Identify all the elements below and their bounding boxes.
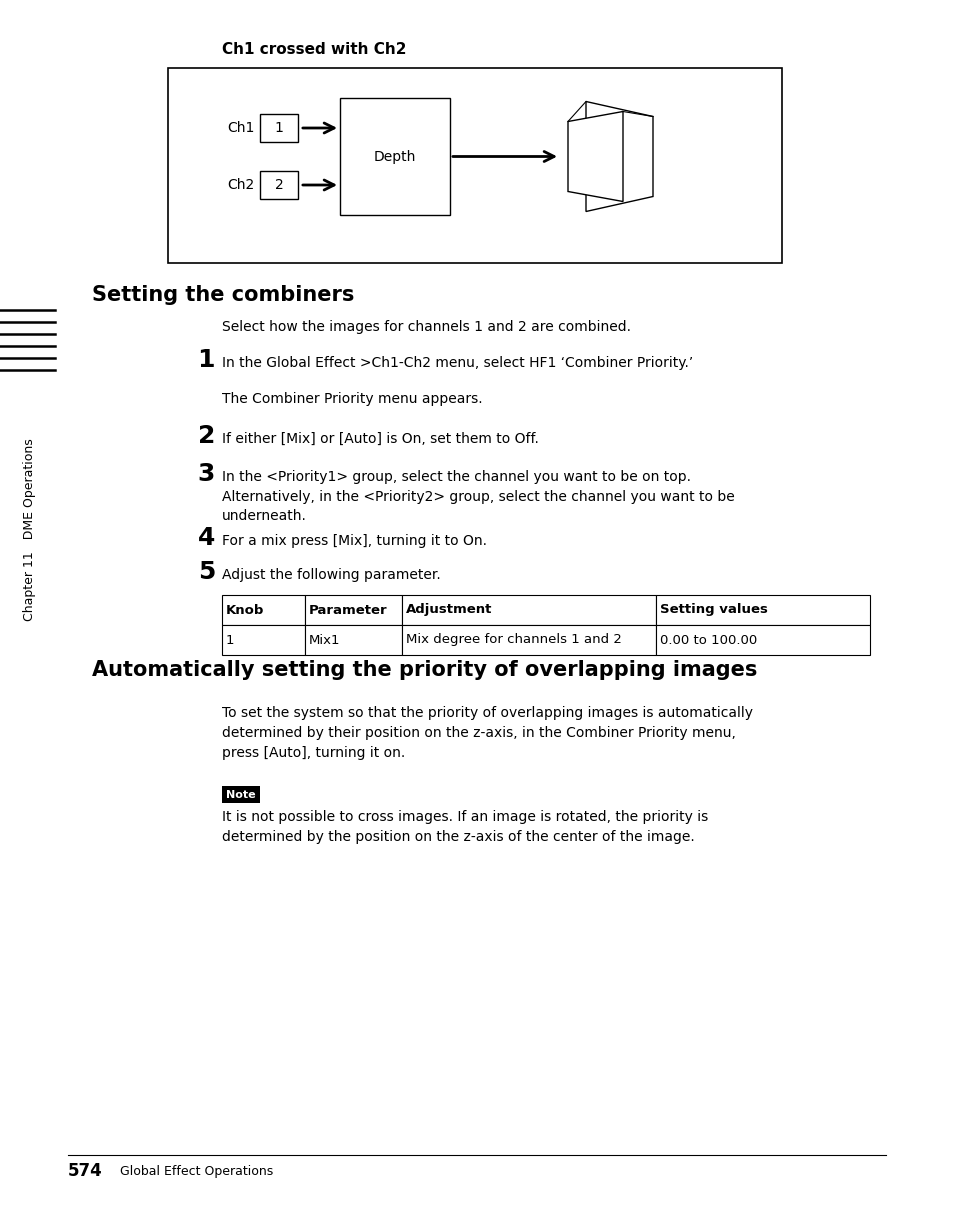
Text: Setting values: Setting values (659, 604, 767, 617)
Text: 574: 574 (68, 1162, 103, 1180)
Text: Chapter 11   DME Operations: Chapter 11 DME Operations (24, 439, 36, 622)
Bar (401, 625, 656, 654)
Bar (401, 595, 656, 625)
Text: 3: 3 (197, 462, 214, 486)
Bar (222, 787, 260, 804)
Text: 0.00 to 100.00: 0.00 to 100.00 (659, 634, 757, 646)
Text: Ch1: Ch1 (228, 121, 254, 135)
Bar (656, 625, 869, 654)
Text: 2: 2 (197, 424, 214, 448)
Bar (656, 595, 869, 625)
Text: In the <Priority1> group, select the channel you want to be on top.
Alternativel: In the <Priority1> group, select the cha… (222, 470, 734, 524)
Bar (222, 595, 305, 625)
Text: Mix degree for channels 1 and 2: Mix degree for channels 1 and 2 (406, 634, 621, 646)
Text: Parameter: Parameter (309, 604, 387, 617)
Bar (260, 114, 297, 142)
Text: Setting the combiners: Setting the combiners (91, 285, 354, 305)
Text: Note: Note (226, 789, 255, 800)
Text: 4: 4 (197, 526, 214, 550)
Text: Adjust the following parameter.: Adjust the following parameter. (222, 568, 440, 582)
Text: The Combiner Priority menu appears.: The Combiner Priority menu appears. (222, 391, 482, 406)
Text: 5: 5 (197, 560, 214, 584)
Bar (168, 68, 781, 263)
Text: Adjustment: Adjustment (406, 604, 492, 617)
Text: In the Global Effect >Ch1-Ch2 menu, select HF1 ‘Combiner Priority.’: In the Global Effect >Ch1-Ch2 menu, sele… (222, 356, 693, 370)
Text: Ch2: Ch2 (228, 178, 254, 191)
Text: 1: 1 (197, 348, 214, 372)
Text: 1: 1 (274, 121, 283, 135)
Text: Global Effect Operations: Global Effect Operations (120, 1165, 273, 1178)
Text: 1: 1 (226, 634, 234, 646)
Bar (305, 625, 401, 654)
Text: 2: 2 (274, 178, 283, 191)
Text: If either [Mix] or [Auto] is On, set them to Off.: If either [Mix] or [Auto] is On, set the… (222, 431, 538, 446)
Text: Depth: Depth (374, 149, 416, 164)
Text: Select how the images for channels 1 and 2 are combined.: Select how the images for channels 1 and… (222, 320, 630, 335)
Bar (260, 171, 297, 199)
Text: It is not possible to cross images. If an image is rotated, the priority is
dete: It is not possible to cross images. If a… (222, 810, 707, 844)
Text: Mix1: Mix1 (309, 634, 340, 646)
Text: Ch1 crossed with Ch2: Ch1 crossed with Ch2 (222, 42, 406, 57)
Text: For a mix press [Mix], turning it to On.: For a mix press [Mix], turning it to On. (222, 534, 486, 548)
Polygon shape (567, 112, 622, 201)
Bar (305, 595, 401, 625)
Bar (339, 98, 450, 215)
Text: Knob: Knob (226, 604, 264, 617)
Bar (222, 625, 305, 654)
Text: Automatically setting the priority of overlapping images: Automatically setting the priority of ov… (91, 661, 757, 680)
Polygon shape (585, 102, 652, 212)
Text: To set the system so that the priority of overlapping images is automatically
de: To set the system so that the priority o… (222, 707, 752, 760)
